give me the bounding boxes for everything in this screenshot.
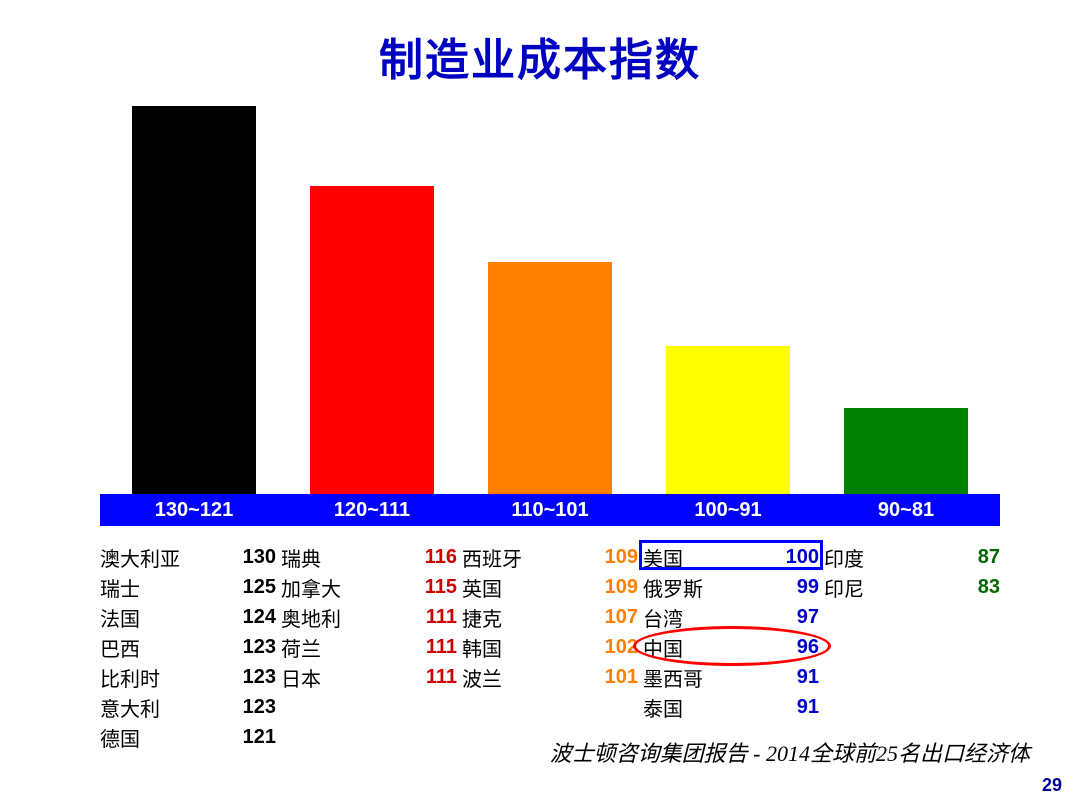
x-axis-label: 120~111 [310,499,434,522]
table-row: 西班牙 109 [462,542,638,572]
table-row: 印尼 83 [824,572,1000,602]
country-name: 奥地利 [281,603,341,632]
country-value: 111 [426,666,457,689]
bars-container [100,106,1000,494]
table-column: 美国 100 俄罗斯 99 台湾 97 中国 96 墨西哥 91 泰国 91 [643,542,819,752]
table-row: 美国 100 [643,542,819,572]
country-name: 德国 [100,723,140,752]
table-row: 韩国 102 [462,632,638,662]
table-row: 中国 96 [643,632,819,662]
table-row: 加拿大 115 [281,572,457,602]
country-value: 107 [605,606,638,629]
country-name: 墨西哥 [643,663,703,692]
country-name: 印度 [824,543,864,572]
table-row: 荷兰 111 [281,632,457,662]
bar [310,186,434,494]
table-row: 台湾 97 [643,602,819,632]
country-name: 印尼 [824,573,864,602]
table-column: 澳大利亚 130 瑞士 125 法国 124 巴西 123 比利时 123 意大利 123 德国 121 [100,542,276,752]
table-row: 巴西 123 [100,632,276,662]
country-value: 91 [797,696,819,719]
table-row: 德国 121 [100,722,276,752]
x-axis-band: 130~121 120~111 110~101 100~91 90~81 [100,494,1000,526]
x-axis-label: 100~91 [666,499,790,522]
country-name: 瑞典 [281,543,321,572]
country-value: 123 [243,636,276,659]
bar [666,346,790,494]
country-value: 87 [978,546,1000,569]
x-axis-label: 130~121 [132,499,256,522]
table-row: 波兰 101 [462,662,638,692]
table-column: 印度 87 印尼 83 [824,542,1000,752]
country-name: 西班牙 [462,543,522,572]
bar-chart: 130~121 120~111 110~101 100~91 90~81 [100,106,1000,526]
country-value: 109 [605,576,638,599]
country-value: 130 [243,546,276,569]
table-row: 奥地利 111 [281,602,457,632]
country-value: 124 [243,606,276,629]
table-row: 澳大利亚 130 [100,542,276,572]
x-axis-label: 110~101 [488,499,612,522]
country-name: 俄罗斯 [643,573,703,602]
bar [844,408,968,494]
table-row: 法国 124 [100,602,276,632]
table-row: 俄罗斯 99 [643,572,819,602]
country-name: 法国 [100,603,140,632]
country-value: 97 [797,606,819,629]
bar [132,106,256,494]
country-name: 中国 [643,633,683,662]
bar [488,262,612,494]
country-value: 123 [243,696,276,719]
country-name: 台湾 [643,603,683,632]
country-name: 捷克 [462,603,502,632]
country-value: 111 [426,606,457,629]
country-value: 123 [243,666,276,689]
country-name: 英国 [462,573,502,602]
country-name: 巴西 [100,633,140,662]
country-value: 101 [605,666,638,689]
country-name: 瑞士 [100,573,140,602]
country-value: 121 [243,726,276,749]
country-name: 日本 [281,663,321,692]
table-row: 墨西哥 91 [643,662,819,692]
country-name: 加拿大 [281,573,341,602]
country-value: 99 [797,576,819,599]
x-axis-label: 90~81 [844,499,968,522]
table-row: 英国 109 [462,572,638,602]
table-row: 泰国 91 [643,692,819,722]
table-row: 印度 87 [824,542,1000,572]
table-column: 瑞典 116 加拿大 115 奥地利 111 荷兰 111 日本 111 [281,542,457,752]
country-name: 美国 [643,543,683,572]
table-row: 比利时 123 [100,662,276,692]
table-row: 意大利 123 [100,692,276,722]
country-value: 115 [425,576,457,599]
country-name: 荷兰 [281,633,321,662]
country-value: 83 [978,576,1000,599]
page-title: 制造业成本指数 [0,0,1080,88]
country-name: 泰国 [643,693,683,722]
country-value: 125 [243,576,276,599]
country-name: 比利时 [100,663,160,692]
country-name: 波兰 [462,663,502,692]
page-number: 29 [1042,775,1062,796]
country-name: 韩国 [462,633,502,662]
table-column: 西班牙 109 英国 109 捷克 107 韩国 102 波兰 101 [462,542,638,752]
country-value: 102 [605,636,638,659]
source-citation: 波士顿咨询集团报告 - 2014全球前25名出口经济体 [550,736,1030,768]
table-row: 瑞士 125 [100,572,276,602]
country-value: 100 [786,546,819,569]
country-value: 96 [797,636,819,659]
country-name: 意大利 [100,693,160,722]
table-row: 瑞典 116 [281,542,457,572]
table-row: 日本 111 [281,662,457,692]
country-table: 澳大利亚130瑞士125法国124巴西123比利时123意大利123德国121瑞… [100,542,1000,752]
country-value: 116 [425,546,457,569]
country-value: 109 [605,546,638,569]
country-value: 91 [797,666,819,689]
country-name: 澳大利亚 [100,543,180,572]
table-row: 捷克 107 [462,602,638,632]
country-value: 111 [426,636,457,659]
